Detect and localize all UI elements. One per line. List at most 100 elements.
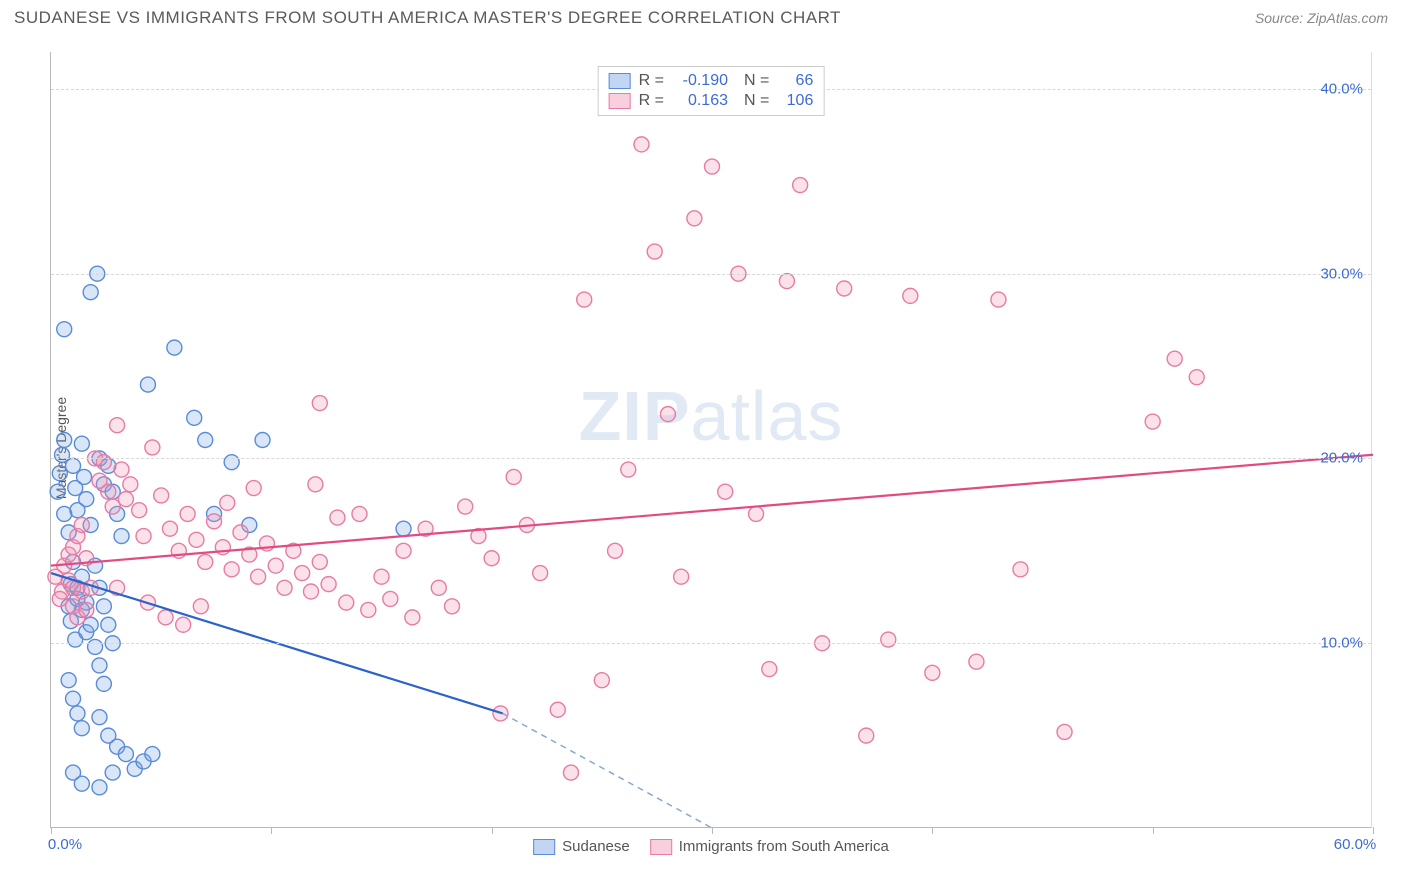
x-tick <box>1153 827 1154 834</box>
data-point <box>303 584 318 599</box>
legend-row-0: R = -0.190 N = 66 <box>609 71 814 91</box>
data-point <box>198 554 213 569</box>
data-point <box>180 506 195 521</box>
trend-line <box>51 455 1373 566</box>
data-point <box>74 436 89 451</box>
legend-R-value-0: -0.190 <box>672 72 728 90</box>
legend-R-label: R = <box>639 92 664 110</box>
x-tick <box>51 827 52 834</box>
data-point <box>189 532 204 547</box>
trend-line-extrapolated <box>503 713 712 828</box>
y-tick-label: 10.0% <box>1320 635 1363 652</box>
data-point <box>50 484 65 499</box>
x-tick <box>932 827 933 834</box>
chart-title: SUDANESE VS IMMIGRANTS FROM SOUTH AMERIC… <box>14 8 841 28</box>
data-point <box>105 765 120 780</box>
data-point <box>621 462 636 477</box>
data-point <box>101 484 116 499</box>
data-point <box>92 710 107 725</box>
legend-swatch-1 <box>609 93 631 109</box>
data-point <box>176 617 191 632</box>
data-point <box>339 595 354 610</box>
data-point <box>969 654 984 669</box>
data-point <box>220 495 235 510</box>
y-tick-label: 30.0% <box>1320 265 1363 282</box>
data-point <box>718 484 733 499</box>
x-tick <box>271 827 272 834</box>
data-point <box>396 521 411 536</box>
data-point <box>925 665 940 680</box>
gridline <box>51 274 1371 275</box>
data-point <box>859 728 874 743</box>
data-point <box>445 599 460 614</box>
data-point <box>383 591 398 606</box>
data-point <box>674 569 689 584</box>
x-tick <box>492 827 493 834</box>
data-point <box>158 610 173 625</box>
data-point <box>167 340 182 355</box>
data-point <box>881 632 896 647</box>
data-point <box>83 617 98 632</box>
data-point <box>70 706 85 721</box>
data-point <box>140 377 155 392</box>
data-point <box>114 529 129 544</box>
correlation-legend: R = -0.190 N = 66 R = 0.163 N = 106 <box>598 66 825 116</box>
data-point <box>634 137 649 152</box>
data-point <box>660 407 675 422</box>
data-point <box>118 747 133 762</box>
data-point <box>123 477 138 492</box>
data-point <box>1013 562 1028 577</box>
data-point <box>330 510 345 525</box>
data-point <box>162 521 177 536</box>
data-point <box>101 617 116 632</box>
data-point <box>431 580 446 595</box>
data-point <box>1057 724 1072 739</box>
legend-row-1: R = 0.163 N = 106 <box>609 91 814 111</box>
data-point <box>83 285 98 300</box>
data-point <box>405 610 420 625</box>
data-point <box>77 469 92 484</box>
chart-container: Master's Degree ZIPatlas R = -0.190 N = … <box>14 38 1392 858</box>
y-tick-label: 40.0% <box>1320 80 1363 97</box>
data-point <box>1145 414 1160 429</box>
series-swatch-0 <box>533 839 555 855</box>
data-point <box>96 676 111 691</box>
gridline <box>51 643 1371 644</box>
data-point <box>308 477 323 492</box>
legend-R-label: R = <box>639 72 664 90</box>
data-point <box>550 702 565 717</box>
series-legend-item-1: Immigrants from South America <box>650 838 889 855</box>
data-point <box>779 274 794 289</box>
data-point <box>396 543 411 558</box>
data-point <box>198 433 213 448</box>
data-point <box>1189 370 1204 385</box>
data-point <box>154 488 169 503</box>
data-point <box>246 481 261 496</box>
legend-N-label: N = <box>744 92 769 110</box>
data-point <box>136 529 151 544</box>
x-tick <box>1373 827 1374 834</box>
data-point <box>224 455 239 470</box>
data-point <box>374 569 389 584</box>
plot-area: ZIPatlas R = -0.190 N = 66 R = 0.163 N =… <box>50 52 1372 828</box>
source-attribution: Source: ZipAtlas.com <box>1255 10 1388 26</box>
data-point <box>233 525 248 540</box>
data-point <box>52 466 67 481</box>
data-point <box>312 396 327 411</box>
data-point <box>533 566 548 581</box>
data-point <box>705 159 720 174</box>
data-point <box>79 492 94 507</box>
data-point <box>110 418 125 433</box>
x-tick-label: 60.0% <box>1334 836 1377 853</box>
legend-N-value-1: 106 <box>777 92 813 110</box>
data-point <box>749 506 764 521</box>
data-point <box>793 178 808 193</box>
data-point <box>224 562 239 577</box>
series-legend-item-0: Sudanese <box>533 838 630 855</box>
legend-N-label: N = <box>744 72 769 90</box>
data-point <box>96 455 111 470</box>
series-name-0: Sudanese <box>562 838 630 855</box>
data-point <box>608 543 623 558</box>
data-point <box>66 691 81 706</box>
x-tick-label: 0.0% <box>48 836 82 853</box>
